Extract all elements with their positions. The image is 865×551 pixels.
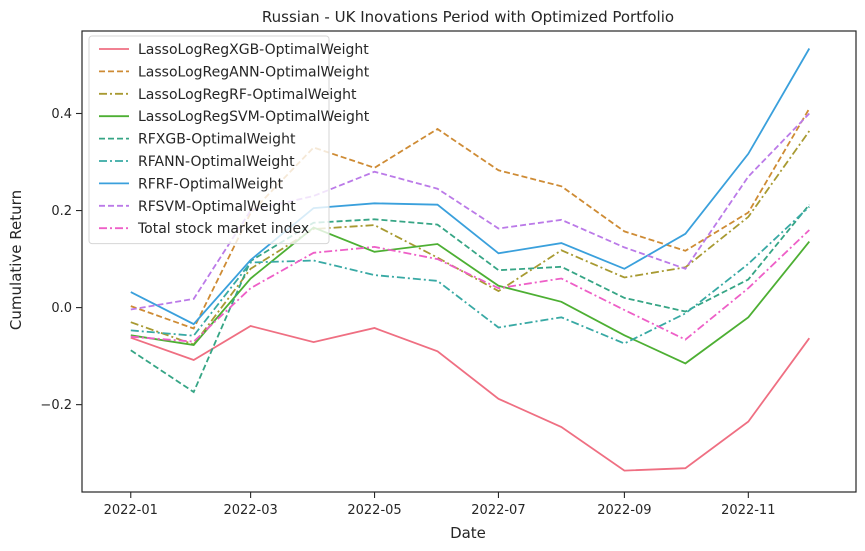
x-tick-label: 2022-07 [471,503,525,518]
y-tick-label: 0.4 [51,107,72,122]
y-tick-label: −0.2 [40,398,72,413]
x-tick-label: 2022-05 [347,503,401,518]
x-tick-label: 2022-01 [104,503,158,518]
legend-label: LassoLogRegANN-OptimalWeight [138,64,370,80]
legend: LassoLogRegXGB-OptimalWeight LassoLogRegA… [88,35,370,245]
x-tick-label: 2022-03 [223,503,277,518]
legend-label: RFANN-OptimalWeight [138,154,295,170]
series-line-6 [130,206,810,345]
series-lines [130,48,811,472]
series-line-1 [130,325,811,472]
x-tick-label: 2022-11 [721,503,775,518]
legend-label: Total stock market index [137,221,309,237]
series-line-8 [130,112,810,311]
y-tick-label: 0.2 [51,204,72,219]
legend-label: LassoLogRegSVM-OptimalWeight [138,109,370,125]
x-tick-label: 2022-09 [597,503,651,518]
axes: 2022-01 2022-03 2022-05 2022-07 2022-09 2022-… [40,30,857,518]
chart-title: Russian - UK Inovations Period with Opti… [262,8,674,26]
legend-label: LassoLogRegRF-OptimalWeight [138,87,357,103]
y-tick-label: 0.0 [51,301,72,316]
plot-frame [81,30,857,493]
legend-label: LassoLogRegXGB-OptimalWeight [138,42,369,58]
series-line-5 [130,204,810,394]
series-line-4 [130,226,811,365]
legend-label: RFXGB-OptimalWeight [138,132,296,148]
legend-box [88,35,330,245]
legend-label: RFSVM-OptimalWeight [138,199,296,215]
x-axis-label: Date [450,524,486,542]
series-line-7 [130,48,811,326]
series-line-9 [130,229,810,343]
y-axis-label: Cumulative Return [7,190,25,330]
legend-label: RFRF-OptimalWeight [138,176,284,192]
